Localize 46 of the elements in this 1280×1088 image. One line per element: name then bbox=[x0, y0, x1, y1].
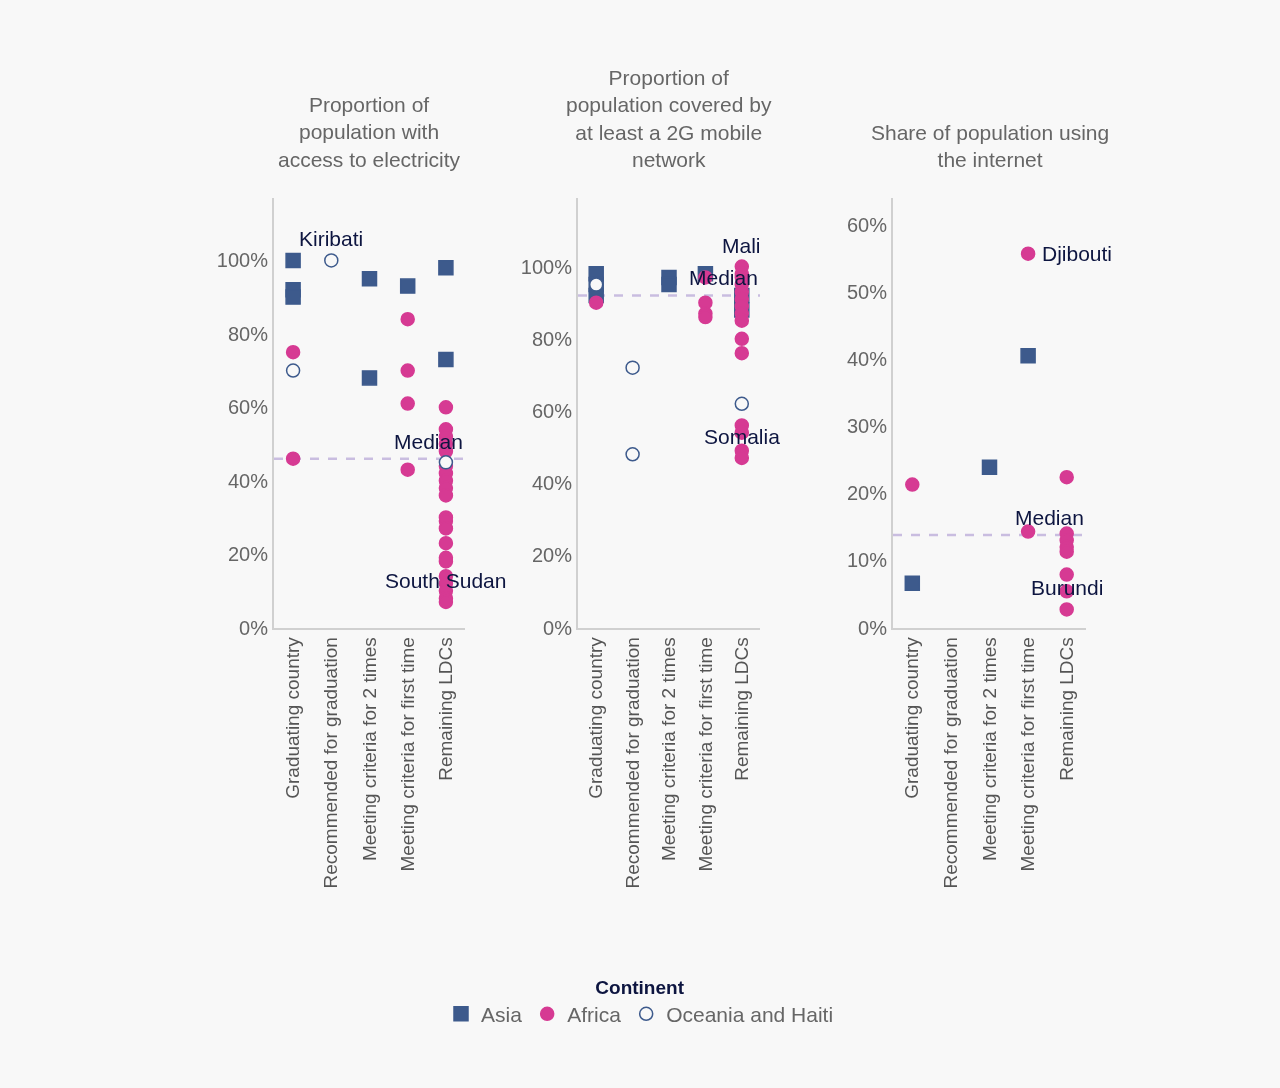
y-tick-label: 30% bbox=[846, 415, 888, 438]
legend-label: Oceania and Haiti bbox=[666, 1002, 834, 1026]
y-tick-label: 0% bbox=[239, 616, 269, 639]
x-tick-label: Graduating country bbox=[901, 636, 923, 799]
y-tick-label: 60% bbox=[531, 399, 573, 422]
y-tick-label: 60% bbox=[846, 213, 888, 236]
x-tick-label: Remaining LDCs bbox=[435, 637, 457, 781]
y-tick-label: 100% bbox=[216, 249, 269, 272]
x-tick-label: Recommended for graduation bbox=[621, 637, 643, 889]
annotation: Kiribati bbox=[299, 227, 364, 250]
x-tick-label: Recommended for graduation bbox=[940, 637, 962, 889]
y-tick-label: 80% bbox=[531, 327, 573, 350]
x-tick-label: Remaining LDCs bbox=[730, 637, 752, 781]
x-tick-label: Meeting criteria for 2 times bbox=[658, 637, 680, 862]
legend-label: Africa bbox=[567, 1002, 622, 1026]
x-tick-label: Meeting criteria for first time bbox=[396, 637, 418, 872]
annotation: Somalia bbox=[704, 425, 781, 448]
chart-title: Proportion of population with access to electricity bbox=[278, 93, 461, 171]
x-tick-label: Meeting criteria for first time bbox=[694, 637, 716, 872]
y-tick-label: 20% bbox=[846, 482, 888, 505]
legend-title: Continent bbox=[595, 976, 685, 998]
x-tick-label: Remaining LDCs bbox=[1055, 637, 1077, 781]
y-tick-label: 40% bbox=[227, 469, 269, 492]
y-tick-label: 20% bbox=[227, 543, 269, 566]
x-tick-label: Meeting criteria for 2 times bbox=[978, 637, 1000, 862]
x-tick-label: Meeting criteria for first time bbox=[1017, 637, 1039, 872]
chart-title: Proportion of population covered by at least a 2G mobile network bbox=[566, 66, 772, 171]
y-tick-label: 0% bbox=[543, 616, 573, 639]
ref-line-label: Median bbox=[1015, 506, 1084, 529]
x-tick-label: Graduating country bbox=[282, 636, 304, 799]
chart-title: Share of population using the internet bbox=[871, 121, 1110, 172]
y-tick-label: 10% bbox=[846, 549, 888, 572]
x-tick-label: Meeting criteria for 2 times bbox=[358, 637, 380, 862]
annotation: Mali bbox=[722, 234, 761, 257]
y-tick-label: 0% bbox=[858, 616, 888, 639]
legend-label: Asia bbox=[481, 1002, 523, 1026]
x-tick-label: Graduating country bbox=[585, 636, 607, 799]
annotation: Djibouti bbox=[1042, 242, 1113, 265]
y-tick-label: 40% bbox=[846, 348, 888, 371]
y-tick-label: 20% bbox=[531, 544, 573, 567]
y-tick-label: 100% bbox=[520, 255, 573, 278]
x-tick-label: Recommended for graduation bbox=[320, 637, 342, 889]
y-tick-label: 60% bbox=[227, 396, 269, 419]
y-tick-label: 50% bbox=[846, 280, 888, 303]
y-tick-label: 80% bbox=[227, 322, 269, 345]
y-tick-label: 40% bbox=[531, 472, 573, 495]
